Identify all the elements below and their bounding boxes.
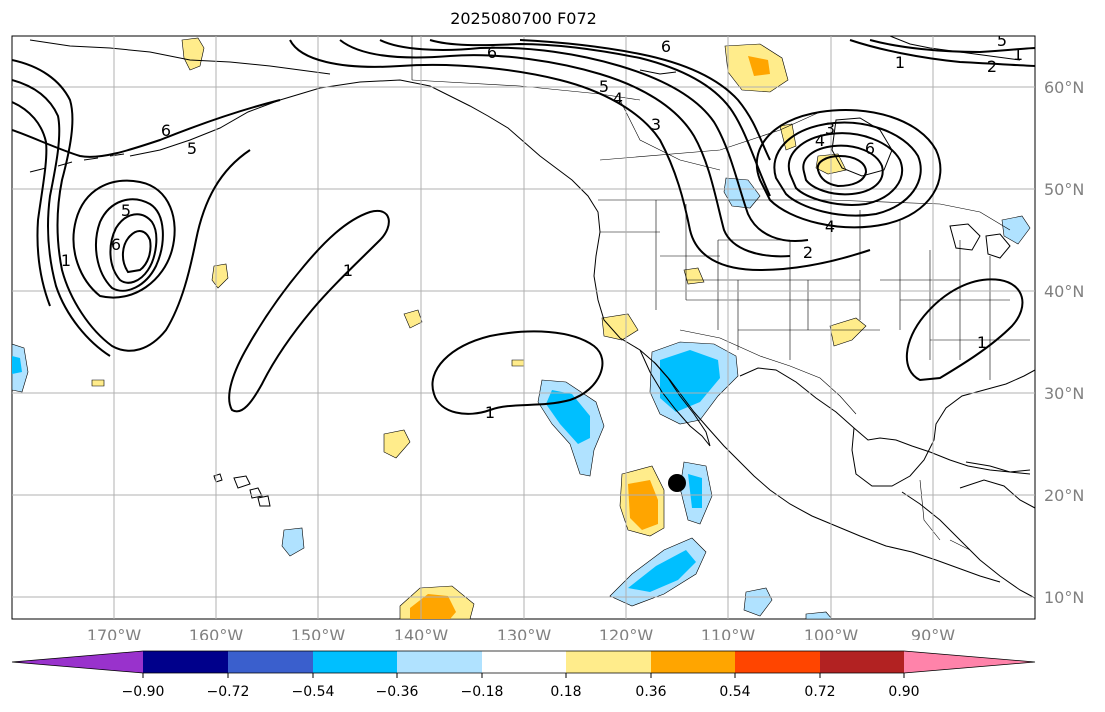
shade-tiny-yellow-1 [91, 379, 105, 387]
lat-label: 60°N [1044, 78, 1084, 97]
shade-pacific-mid [403, 309, 423, 329]
colorbar-swatch [143, 651, 228, 673]
shade-great-lakes-blue [1001, 215, 1031, 245]
shade-south-small-blue [743, 587, 773, 617]
colorbar-swatch [820, 651, 904, 673]
lon-label: 90°W [911, 626, 955, 640]
shaded-anomalies [12, 37, 1031, 619]
contour-label: 6 [865, 139, 875, 158]
colorbar-tick-label: −0.18 [461, 684, 504, 700]
shade-tiny-yellow-2 [511, 359, 525, 367]
shade-south-blue-inner [628, 550, 696, 592]
contour-label: 6 [161, 121, 171, 140]
contour-label: 4 [825, 217, 835, 236]
contour-label: 3 [825, 119, 835, 138]
lat-label: 10°N [1044, 588, 1084, 607]
colorbar-swatch [313, 651, 397, 673]
map-panel: 6 6 5 4 3 5 4 3 6 4 2 1 1 6 5 5 6 1 1 1 … [11, 31, 1084, 640]
colorbar-swatch [397, 651, 482, 673]
contour-label: 2 [987, 57, 997, 76]
lon-label: 140°W [394, 626, 449, 640]
lon-label: 150°W [291, 626, 346, 640]
shade-mexico-blue-inner [688, 474, 702, 508]
contour-label: 6 [487, 43, 497, 62]
coastlines [29, 36, 1035, 599]
colorbar: −0.90 −0.72 −0.54 −0.36 −0.18 0.18 0.36 … [11, 650, 1036, 700]
lat-label: 50°N [1044, 180, 1084, 199]
colorbar-swatch [228, 651, 313, 673]
lat-label: 30°N [1044, 384, 1084, 403]
map-title: 2025080700 F072 [450, 9, 597, 28]
contour-label: 5 [599, 77, 609, 96]
colorbar-ticks [142, 673, 905, 678]
colorbar-tick-label: −0.54 [292, 684, 335, 700]
contour-label: 6 [111, 235, 121, 254]
shade-hawaii-north [383, 429, 411, 459]
colorbar-extend-max [904, 651, 1035, 673]
lat-label: 20°N [1044, 486, 1084, 505]
colorbar-tick-label: −0.36 [376, 684, 419, 700]
shade-baja-blue-inner [660, 350, 720, 412]
shade-west-edge-inner [12, 356, 22, 374]
colorbar-tick-labels: −0.90 −0.72 −0.54 −0.36 −0.18 0.18 0.36 … [122, 684, 920, 700]
shade-socal [601, 313, 639, 341]
shade-texas [829, 317, 867, 347]
contour-label: 1 [61, 251, 71, 270]
contour-label-group: 6 6 5 4 3 5 4 3 6 4 2 1 1 6 5 5 6 1 1 1 … [61, 31, 1023, 422]
contour-label: 5 [121, 201, 131, 220]
colorbar-swatches [12, 651, 1035, 673]
contour-label: 4 [613, 89, 623, 108]
colorbar-tick-label: 0.72 [804, 684, 835, 700]
shade-offshore-orange [628, 480, 658, 530]
contour-label: 3 [651, 115, 661, 134]
shade-hawaii-west [281, 527, 305, 557]
lon-label: 170°W [87, 626, 142, 640]
contour-label: 6 [661, 37, 671, 56]
lon-label: 100°W [804, 626, 859, 640]
latitude-labels: 60°N 50°N 40°N 30°N 20°N 10°N [1044, 78, 1084, 607]
contour-label: 1 [343, 261, 353, 280]
colorbar-extend-min [12, 651, 143, 673]
shade-bottom-edge [805, 611, 833, 619]
lon-label: 120°W [599, 626, 654, 640]
colorbar-swatch [651, 651, 735, 673]
contour-label: 2 [803, 243, 813, 262]
shade-north-orange [748, 56, 770, 76]
longitude-labels: 170°W 160°W 150°W 140°W 130°W 120°W 110°… [87, 626, 955, 640]
colorbar-swatch [735, 651, 820, 673]
contour-label: 4 [815, 131, 825, 150]
lat-label: 40°N [1044, 282, 1084, 301]
colorbar-tick-label: −0.72 [207, 684, 250, 700]
contour-label: 1 [895, 53, 905, 72]
lon-label: 130°W [497, 626, 552, 640]
colorbar-tick-label: 0.54 [719, 684, 750, 700]
colorbar-swatch [482, 651, 566, 673]
shade-hudson-small [779, 123, 797, 151]
contour-label: 1 [977, 333, 987, 352]
contour-label: 1 [485, 403, 495, 422]
political-boundaries [411, 36, 1030, 551]
colorbar-tick-label: 0.18 [550, 684, 581, 700]
colorbar-tick-label: 0.36 [635, 684, 666, 700]
contour-label: 5 [187, 139, 197, 158]
colorbar-swatch [566, 651, 651, 673]
lon-label: 110°W [701, 626, 756, 640]
contours [12, 39, 1035, 415]
colorbar-tick-label: −0.90 [122, 684, 165, 700]
contour-label: 1 [1013, 45, 1023, 64]
contour-label: 5 [997, 31, 1007, 50]
shade-alaska-gulf [181, 37, 205, 71]
colorbar-tick-label: 0.90 [888, 684, 919, 700]
graticule [12, 36, 1035, 619]
lon-label: 160°W [189, 626, 244, 640]
storm-location-marker [668, 474, 686, 492]
